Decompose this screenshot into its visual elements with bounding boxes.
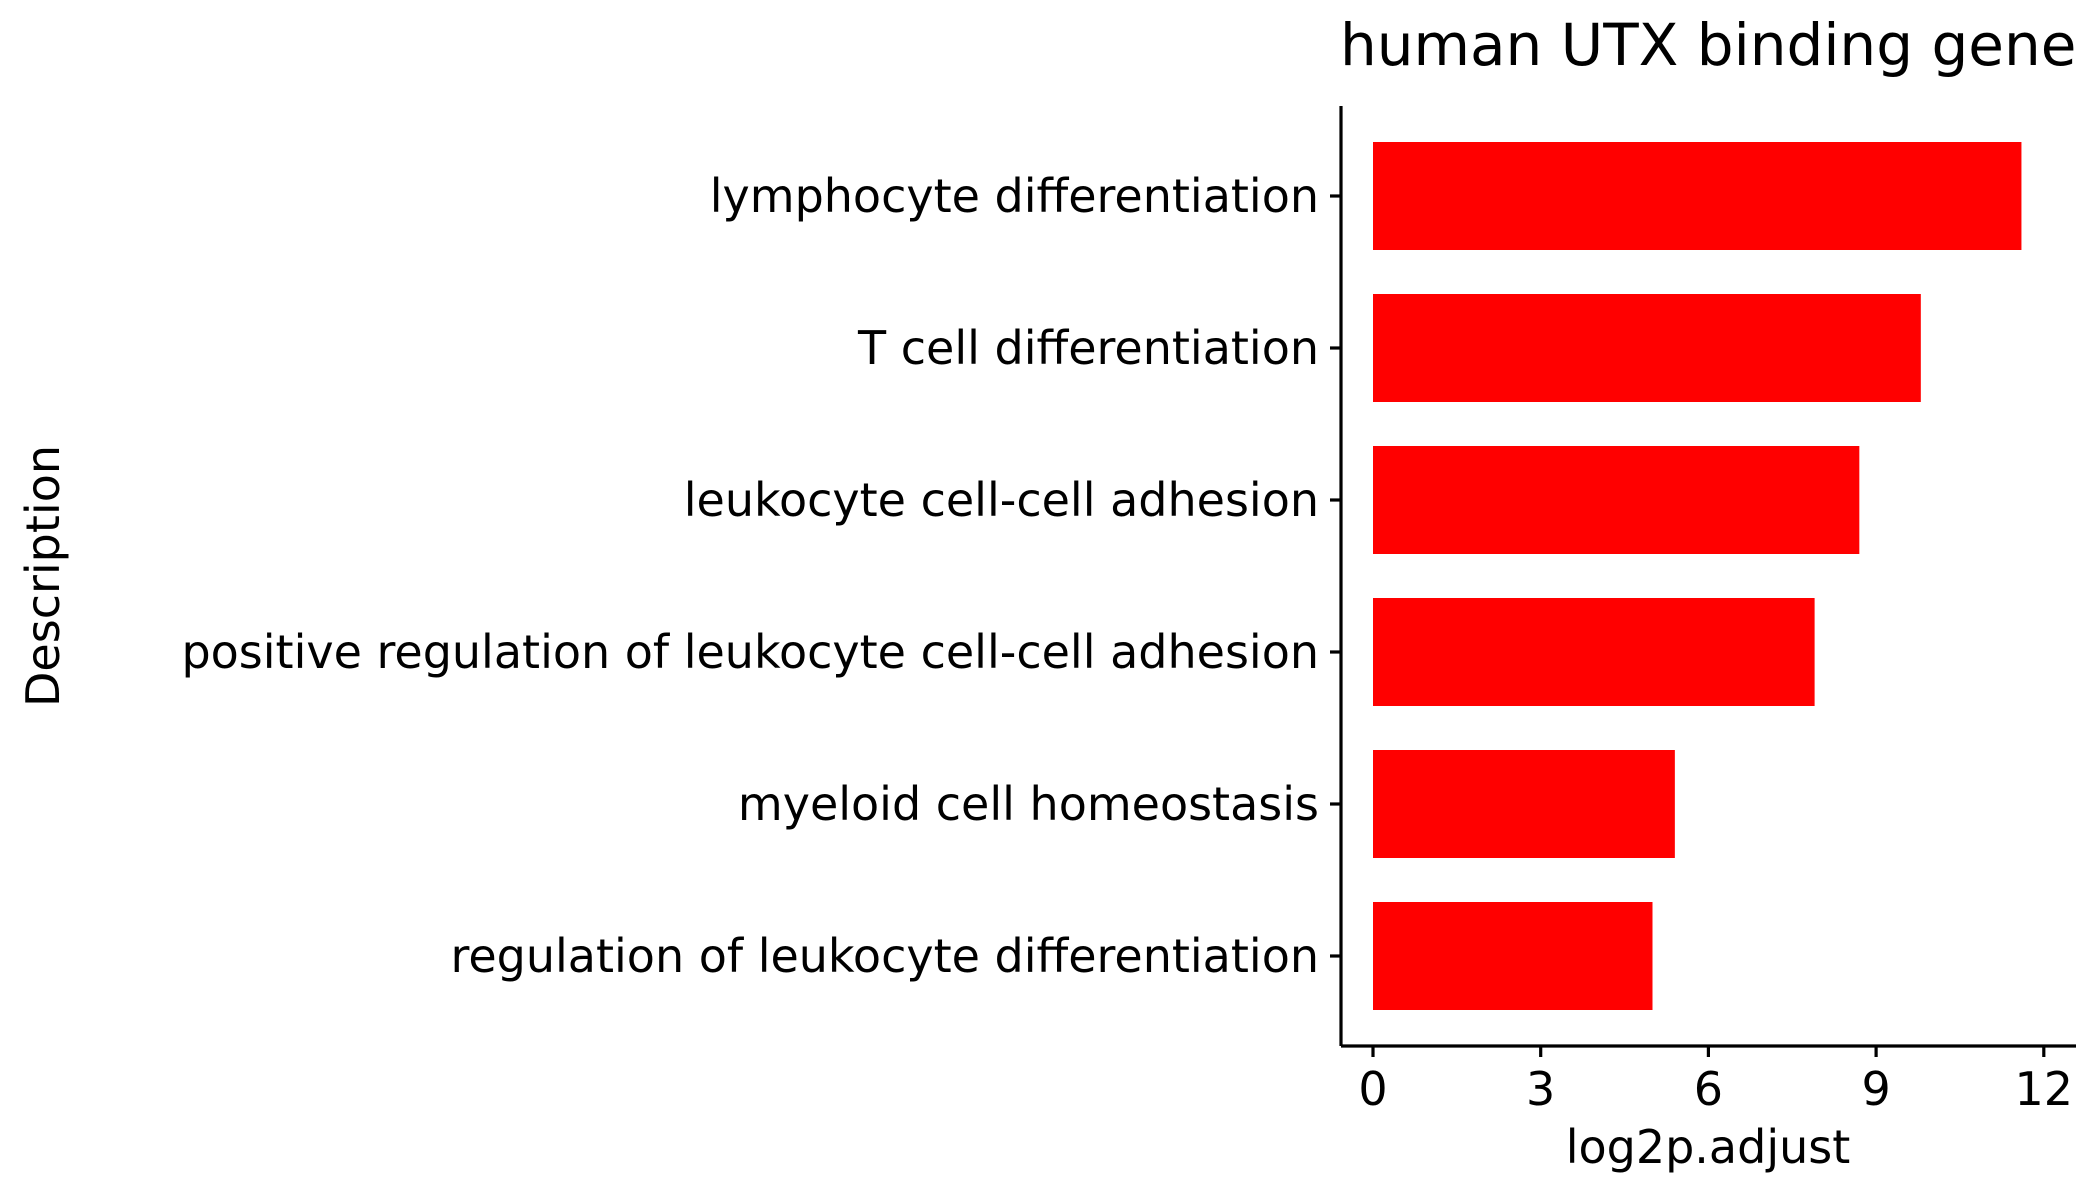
bar	[1373, 598, 1815, 706]
y-tick-label: myeloid cell homeostasis	[738, 777, 1319, 831]
y-tick-label: regulation of leukocyte differentiation	[450, 929, 1319, 983]
y-tick-label: leukocyte cell-cell adhesion	[684, 473, 1319, 527]
y-tick-label: T cell differentiation	[857, 321, 1319, 375]
x-tick-label: 12	[2015, 1062, 2074, 1116]
bar	[1373, 902, 1653, 1010]
x-tick-label: 3	[1526, 1062, 1555, 1116]
x-tick-label: 6	[1694, 1062, 1723, 1116]
chart-title: human UTX binding gene	[1340, 11, 2076, 79]
bar	[1373, 142, 2022, 250]
y-tick-label: positive regulation of leukocyte cell-ce…	[181, 625, 1319, 679]
bars	[1373, 142, 2022, 1010]
bar	[1373, 294, 1921, 402]
bar	[1373, 446, 1860, 554]
x-tick-label: 9	[1861, 1062, 1890, 1116]
y-tick-label: lymphocyte differentiation	[710, 169, 1319, 223]
bar	[1373, 750, 1675, 858]
y-axis-title: Description	[16, 445, 70, 707]
x-tick-label: 0	[1358, 1062, 1387, 1116]
x-axis-ticks: 0 3 6 9 12	[1358, 1046, 2073, 1116]
x-axis-title: log2p.adjust	[1566, 1120, 1851, 1174]
y-axis-ticks: lymphocyte differentiation T cell differe…	[181, 169, 1341, 983]
